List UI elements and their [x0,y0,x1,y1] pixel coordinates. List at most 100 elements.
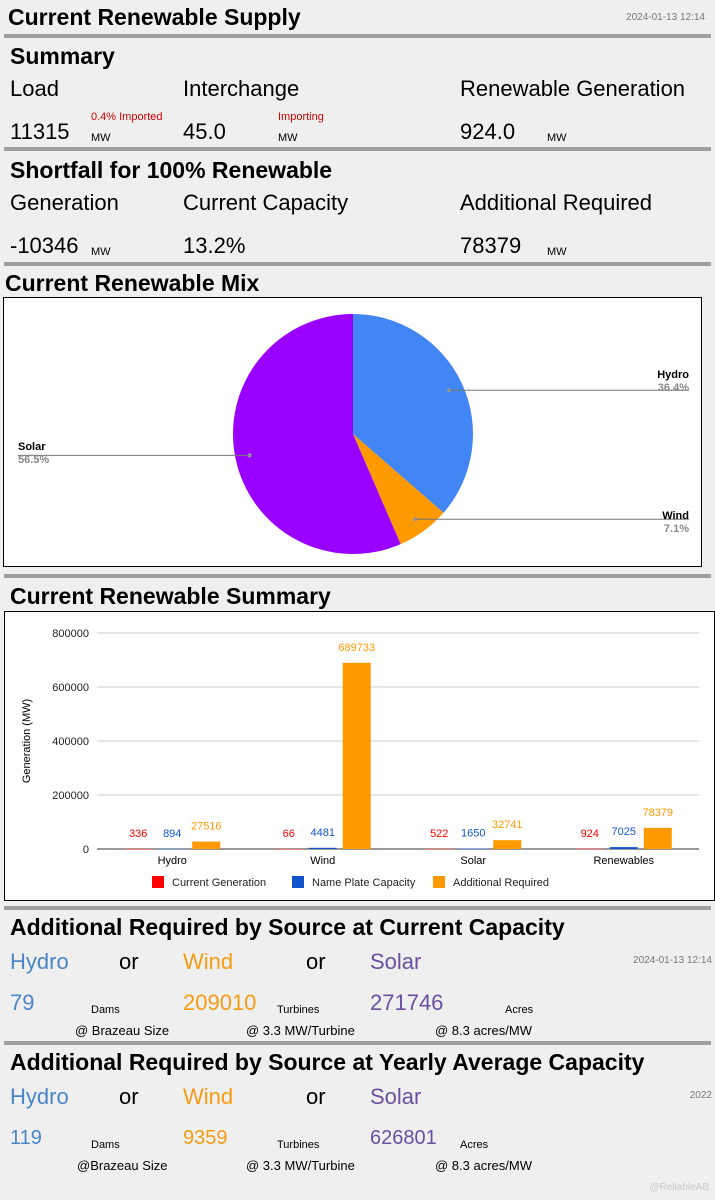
pie-slice-hydro [353,314,473,513]
load-unit: MW [91,132,111,144]
renewable-generation-value: 924.0 [460,119,516,144]
yearly-solar-value: 626801 [370,1127,437,1149]
bar-additional-required [643,827,672,849]
bar-data-label: 336 [129,828,147,840]
divider [4,906,711,910]
load-label: Load [10,76,59,101]
shortfall-generation-value: -10346 [10,233,79,258]
interchange-unit: MW [278,132,298,144]
bar-data-label: 4481 [311,827,335,839]
additional-required-label: Additional Required [460,190,653,215]
yearly-hydro-note: @Brazeau Size [77,1158,168,1173]
yearly-hydro-label: Hydro [10,1084,69,1109]
header-timestamp: 2024-01-13 12:14 [626,12,705,23]
yearly-solar-label: Solar [370,1084,422,1109]
current-solar-label: Solar [370,949,422,974]
summary-title: Summary [10,43,115,69]
current-hydro-unit: Dams [91,1004,120,1016]
mix-title: Current Renewable Mix [5,270,260,296]
additional-required-unit: MW [547,246,567,258]
yearly-wind-value: 9359 [183,1127,228,1149]
additional-required-value: 78379 [460,233,522,258]
y-tick-label: 800000 [52,628,89,640]
legend-label: Name Plate Capacity [312,877,416,889]
divider [4,147,711,151]
bar-data-label: 522 [430,828,448,840]
current-capacity-value: 13.2% [183,233,246,258]
pie-slice-solar [233,314,401,554]
legend-swatch [152,876,164,888]
or-label: or [306,1084,326,1109]
load-import-note: 0.4% Imported [91,111,163,123]
pie-pct-hydro: 36.4% [658,382,689,394]
pie-pct-wind: 7.1% [664,523,689,535]
renewable-summary-title: Current Renewable Summary [10,583,331,609]
x-tick-label: Solar [460,855,486,867]
legend-swatch [292,876,304,888]
bar-data-label: 66 [283,828,295,840]
x-tick-label: Wind [310,855,335,867]
interchange-label: Interchange [183,76,300,101]
current-wind-note: @ 3.3 MW/Turbine [246,1023,355,1038]
or-label: or [306,949,326,974]
bar-data-label: 689733 [338,642,375,654]
bar-chart: 0 200000 400000 600000 800000 Generation (MW)… [21,628,699,889]
yearly-hydro-value: 119 [10,1127,42,1149]
bar-additional-required [192,841,221,849]
yearly-wind-note: @ 3.3 MW/Turbine [246,1158,355,1173]
bar-data-label: 32741 [492,819,523,831]
load-value: 11315 [10,119,70,144]
bar-data-label: 7025 [612,826,636,838]
bar-current-generation [425,848,454,850]
renewable-summary-panel: 0 200000 400000 600000 800000 Generation (MW)… [4,611,715,901]
current-capacity-timestamp: 2024-01-13 12:14 [633,955,712,966]
pie-pct-solar: 56.5% [18,454,49,466]
bar-name-plate-capacity [609,847,638,849]
bar-current-generation [124,848,153,850]
renewable-generation-unit: MW [547,132,567,144]
divider [4,1041,711,1045]
renewable-generation-label: Renewable Generation [460,76,686,101]
bar-additional-required [493,840,522,849]
yearly-capacity-year: 2022 [689,1090,712,1101]
shortfall-generation-label: Generation [10,190,119,215]
bar-current-generation [274,848,303,850]
x-tick-label: Hydro [158,855,187,867]
shortfall-title: Shortfall for 100% Renewable [10,157,333,183]
interchange-value: 45.0 [183,119,226,144]
bar-name-plate-capacity [158,848,187,850]
y-axis-title: Generation (MW) [21,699,33,783]
current-hydro-label: Hydro [10,949,69,974]
bar-data-label: 78379 [642,807,673,819]
shortfall-generation-unit: MW [91,246,111,258]
y-tick-label: 200000 [52,790,89,802]
y-tick-label: 600000 [52,682,89,694]
current-capacity-label: Current Capacity [183,190,349,215]
bar-data-label: 1650 [461,828,485,840]
yearly-solar-unit: Acres [460,1139,489,1151]
divider [4,34,711,38]
yearly-wind-unit: Turbines [277,1139,320,1151]
pie-label-solar: Solar [18,441,46,453]
current-wind-value: 209010 [183,990,257,1015]
bar-name-plate-capacity [459,848,488,850]
or-label: or [119,949,139,974]
current-hydro-value: 79 [10,990,35,1015]
yearly-capacity-section-title: Additional Required by Source at Yearly … [10,1049,645,1075]
bar-additional-required [342,662,371,849]
current-solar-unit: Acres [505,1004,534,1016]
current-capacity-section-title: Additional Required by Source at Current… [10,914,565,940]
bar-data-label: 27516 [191,821,222,833]
current-solar-value: 271746 [370,990,444,1015]
watermark: @ReliableAB [649,1182,709,1193]
interchange-note: Importing [278,111,324,123]
current-solar-note: @ 8.3 acres/MW [435,1023,532,1038]
pie-label-wind: Wind [662,510,689,522]
divider [4,574,711,578]
y-tick-label: 0 [83,844,89,856]
mix-pie-panel: Hydro 36.4% Wind 7.1% Solar 56.5% [3,297,702,567]
legend-label: Current Generation [172,877,266,889]
legend-swatch [433,876,445,888]
pie-slice-wind [353,434,444,545]
